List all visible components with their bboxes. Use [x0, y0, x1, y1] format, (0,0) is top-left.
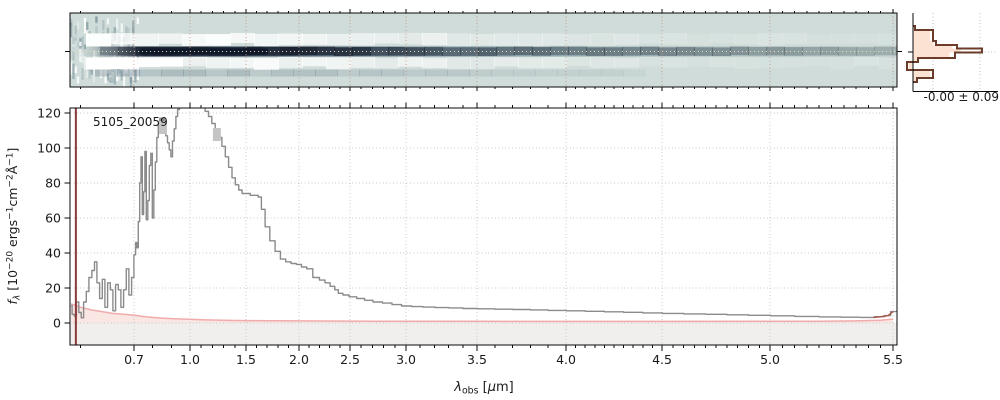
- spectrum-2d-panel: [65, 9, 902, 91]
- spectrum-1d-panel: 0.7 1.0 1.5 2.0 2.5 3.0 3.5 4.0 4.5 5.0 5.5 0 20 40 60…: [37, 102, 903, 367]
- x-tick-label: 0.7: [124, 352, 144, 367]
- x-tick-label: 2.5: [340, 352, 360, 367]
- x-tick-label: 4.5: [652, 352, 672, 367]
- flux-alt-patch: [158, 121, 167, 134]
- flux-alt-patch: [212, 128, 221, 141]
- x-axis-label: λobs [μm]: [453, 380, 513, 397]
- white-band-above: [86, 32, 897, 47]
- x-tick-label: 3.5: [467, 352, 487, 367]
- profile-line: [906, 25, 983, 83]
- x-tick-label: 1.5: [236, 352, 256, 367]
- spectral-trace: [70, 46, 897, 57]
- x-tick-label: 5.5: [883, 352, 903, 367]
- spectrum-2d-border: [69, 12, 898, 88]
- x-tick-label: 5.0: [760, 352, 780, 367]
- y-tick-label: 60: [45, 210, 61, 225]
- y-tick-label: 100: [37, 140, 61, 155]
- error-fill: [71, 303, 894, 323]
- ticks-main: [64, 102, 894, 351]
- below-zero-band: [70, 323, 897, 345]
- profile-histogram-panel: [906, 13, 998, 92]
- error-line: [70, 303, 894, 323]
- ticks-2d: [65, 9, 902, 91]
- y-axis-label: fλ [10−20 ergs−1cm−2Å−1]: [5, 148, 23, 305]
- flux-line: [71, 108, 897, 319]
- x-tick-label: 3.0: [396, 352, 416, 367]
- profile-stat-label: -0.00 ± 0.09: [924, 90, 999, 104]
- spectral-trace-core: [140, 48, 268, 55]
- flux-end-red-line: [873, 311, 894, 319]
- x-tick-label: 4.0: [556, 352, 576, 367]
- main-plot-border: [69, 107, 898, 346]
- y-tick-label: 0: [53, 315, 61, 330]
- hist-spines: [908, 13, 998, 92]
- grid-2d: [133, 13, 894, 87]
- x-tick-label: 1.0: [180, 352, 200, 367]
- y-tick-label: 20: [45, 280, 61, 295]
- x-tick-label: 2.0: [289, 352, 309, 367]
- profile-fill: [908, 26, 961, 82]
- y-tick-label: 120: [37, 105, 61, 120]
- spectrum-2d-image: [70, 16, 897, 87]
- faint-band: [95, 69, 646, 77]
- y-tick-label: 80: [45, 175, 61, 190]
- y-tick-label: 40: [45, 245, 61, 260]
- white-band-below: [86, 56, 897, 70]
- tick-labels: 0.7 1.0 1.5 2.0 2.5 3.0 3.5 4.0 4.5 5.0 5.5 0 20 40 60…: [37, 105, 903, 367]
- target-id-label: 5105_20059: [93, 115, 168, 129]
